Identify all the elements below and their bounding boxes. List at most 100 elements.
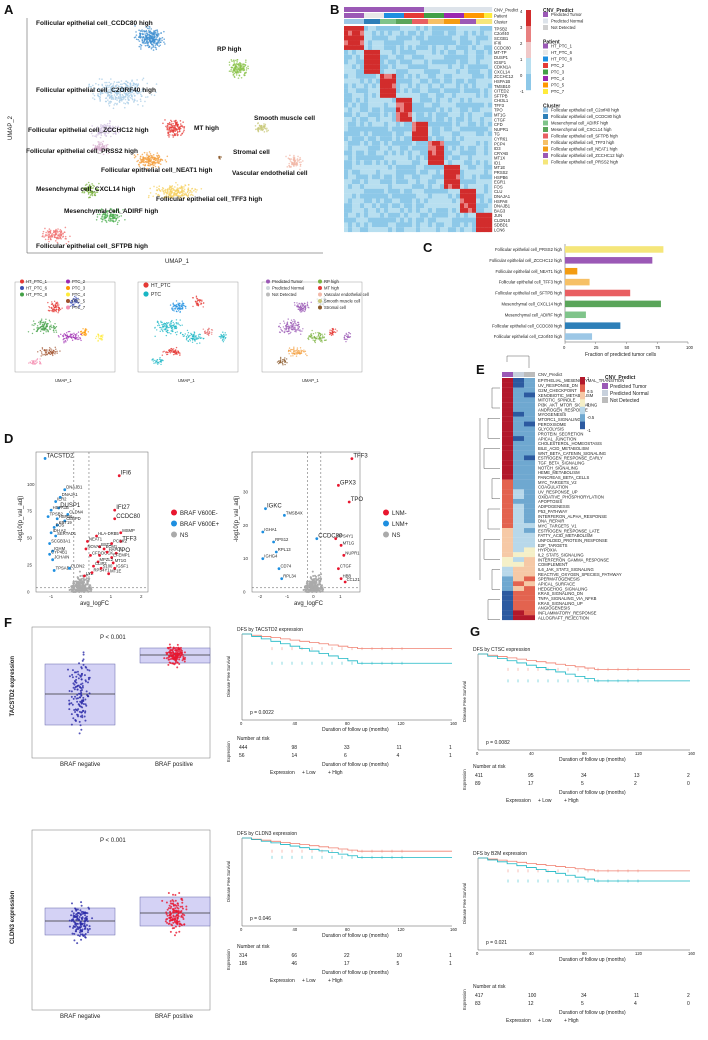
heatmap-cell: [444, 54, 449, 60]
umap-point: [150, 156, 152, 159]
small-umap-point: [303, 349, 305, 351]
heatmap-cell: [436, 184, 441, 189]
umap-point: [92, 144, 95, 146]
umap-point: [264, 127, 267, 130]
umap-point: [116, 103, 118, 106]
heatmap-cell: [484, 150, 489, 156]
umap-point: [104, 215, 106, 217]
heatmap-cell: [452, 193, 457, 199]
umap-main: [41, 25, 304, 245]
umap-point: [143, 158, 145, 161]
heatmap-cell: [352, 174, 357, 180]
heatmap-cell: [388, 164, 393, 170]
legend-label: RP high: [324, 279, 339, 284]
small-umap-point: [312, 339, 314, 341]
umap-point: [237, 67, 239, 70]
heatmap-cell: [480, 184, 485, 189]
umap-point: [91, 125, 93, 127]
umap-point: [175, 129, 178, 131]
small-umap-point: [294, 353, 296, 355]
small-umap-point: [279, 361, 282, 364]
small-umap-point: [222, 333, 225, 336]
legend-label: Predicted Normal: [272, 286, 304, 291]
heatmap-cell: [428, 131, 433, 137]
heatmap-cell: [424, 59, 429, 65]
small-umap-point: [324, 339, 327, 342]
legend-label: PTC_2: [72, 279, 86, 284]
heatmap-cell: [472, 78, 477, 84]
umap-point: [139, 34, 142, 37]
umap-point: [120, 80, 123, 82]
heatmap-cell: [400, 35, 405, 41]
small-umap-point: [208, 328, 210, 330]
umap-point: [116, 81, 118, 84]
heatmap-cell: [388, 117, 393, 122]
umap-point: [230, 70, 232, 73]
heatmap-cell: [412, 179, 417, 185]
heatmap-cell: [464, 217, 469, 223]
umap-point: [164, 119, 166, 121]
heatmap-cell: [464, 188, 469, 194]
small-umap-point: [283, 358, 285, 361]
umap-point: [92, 184, 94, 187]
small-umap-point: [300, 307, 302, 309]
patient-annotation-cell: [396, 13, 401, 18]
heatmap-cell: [432, 45, 437, 51]
heatmap-cell: [400, 160, 405, 166]
umap-point: [148, 194, 150, 197]
umap-point: [109, 124, 111, 127]
heatmap-cell: [348, 217, 353, 223]
small-umap-point: [299, 347, 302, 349]
umap-point: [91, 89, 93, 91]
heatmap-cell: [444, 188, 449, 194]
heatmap-cell: [376, 93, 381, 98]
heatmap-cell: [488, 54, 493, 60]
umap-point: [160, 37, 162, 40]
heatmap-cell: [440, 217, 445, 223]
heatmap-cell: [440, 93, 445, 98]
umap-point: [152, 157, 154, 159]
heatmap-cell: [372, 26, 377, 31]
heatmap-cell: [368, 164, 373, 170]
heatmap-cell: [400, 179, 405, 185]
umap-point: [108, 84, 111, 87]
heatmap-cell: [420, 155, 425, 161]
heatmap-cell: [432, 102, 437, 108]
heatmap-cell: [380, 188, 385, 194]
umap-point: [124, 102, 127, 105]
umap-point: [85, 188, 88, 190]
patient-annotation-cell: [352, 13, 357, 18]
umap-point: [183, 188, 186, 191]
heatmap-cell: [456, 54, 461, 60]
umap-point: [155, 48, 158, 51]
small-umap-point: [297, 329, 299, 331]
heatmap-cell: [432, 164, 437, 170]
heatmap-cell: [484, 102, 489, 108]
umap-point: [144, 38, 146, 40]
heatmap-cell: [400, 126, 405, 132]
umap-point: [122, 95, 124, 97]
umap-point: [95, 187, 97, 190]
heatmap-cell: [384, 117, 389, 122]
heatmap-cell: [392, 136, 397, 142]
small-umap-point: [181, 333, 184, 336]
umap-point: [134, 25, 136, 27]
heatmap-cell: [372, 222, 377, 228]
umap-point: [116, 223, 119, 226]
umap-point: [110, 90, 112, 93]
small-umap-point: [53, 327, 56, 330]
small-umap-point: [286, 362, 288, 364]
small-umap-point: [43, 323, 46, 325]
umap-point: [299, 156, 301, 159]
umap-point: [92, 191, 95, 194]
heatmap-cell: [372, 184, 377, 189]
heatmap-cell: [480, 59, 485, 65]
umap-point: [100, 141, 102, 144]
heatmap-cell: [400, 78, 405, 84]
umap-point: [150, 28, 152, 30]
heatmap-cell: [464, 35, 469, 41]
heatmap-cell: [400, 83, 405, 89]
small-umap-point: [320, 336, 322, 339]
umap-point: [103, 88, 106, 91]
heatmap-cell: [488, 217, 493, 223]
